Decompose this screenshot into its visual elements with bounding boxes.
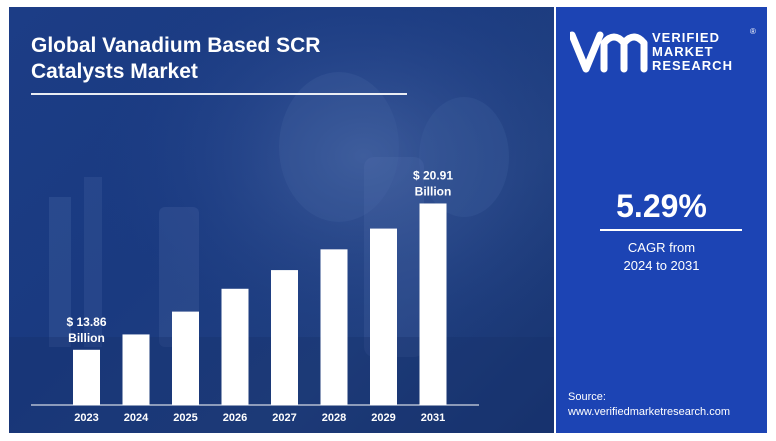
x-tick-label: 2026 [223, 412, 247, 424]
bar-2024 [122, 334, 150, 405]
brand-line3: RESEARCH [652, 58, 733, 73]
cagr-label-line1: CAGR from [627, 240, 696, 255]
brand-name: VERIFIED MARKET RESEARCH [652, 31, 733, 73]
registered-mark: ® [750, 27, 756, 36]
chart-title-line2: Catalysts Market [31, 60, 198, 83]
bar-2029 [370, 228, 397, 405]
source-note: Source: www.verifiedmarketresearch.com [568, 390, 730, 420]
cagr-label: CAGR from 2024 to 2031 [556, 239, 767, 275]
bar-2026 [221, 288, 249, 405]
verified-market-research-logo [570, 31, 648, 73]
bar-2023 [73, 349, 100, 405]
summary-panel: VERIFIED MARKET RESEARCH ® 5.29% CAGR fr… [556, 7, 767, 433]
source-label: Source: [568, 391, 606, 403]
bar-2028 [320, 249, 348, 405]
bar-2027 [271, 270, 298, 405]
data-label: Billion [68, 331, 105, 345]
data-label: Billion [415, 184, 452, 198]
bar-chart: 2023 2024 2025 2026 2027 2028 2029 2031 $ 13.86 B… [31, 168, 479, 424]
title-divider [31, 93, 407, 95]
cagr-value: 5.29% [616, 188, 707, 224]
brand-line1: VERIFIED [652, 30, 720, 45]
source-url: www.verifiedmarketresearch.com [568, 406, 730, 418]
data-label: $ 20.91 [413, 168, 453, 182]
x-tick-label: 2025 [173, 412, 197, 424]
x-tick-label: 2027 [272, 412, 296, 424]
chart-panel: Global Vanadium Based SCR Catalysts Mark… [9, 7, 554, 433]
x-tick-label: 2031 [421, 412, 445, 424]
x-tick-label: 2024 [124, 412, 149, 424]
cagr-divider [600, 229, 742, 231]
chart-title-line1: Global Vanadium Based SCR [31, 34, 321, 57]
infographic: Global Vanadium Based SCR Catalysts Mark… [9, 7, 767, 433]
x-tick-label: 2028 [322, 412, 346, 424]
data-label: $ 13.86 [66, 315, 106, 329]
cagr-label-line2: 2024 to 2031 [623, 258, 700, 273]
bar-2025 [172, 311, 199, 405]
chart-title: Global Vanadium Based SCR Catalysts Mark… [31, 33, 451, 85]
x-tick-label: 2023 [74, 412, 98, 424]
x-tick-label: 2029 [371, 412, 395, 424]
brand-line2: MARKET [652, 44, 714, 59]
bar-2031 [419, 203, 447, 405]
